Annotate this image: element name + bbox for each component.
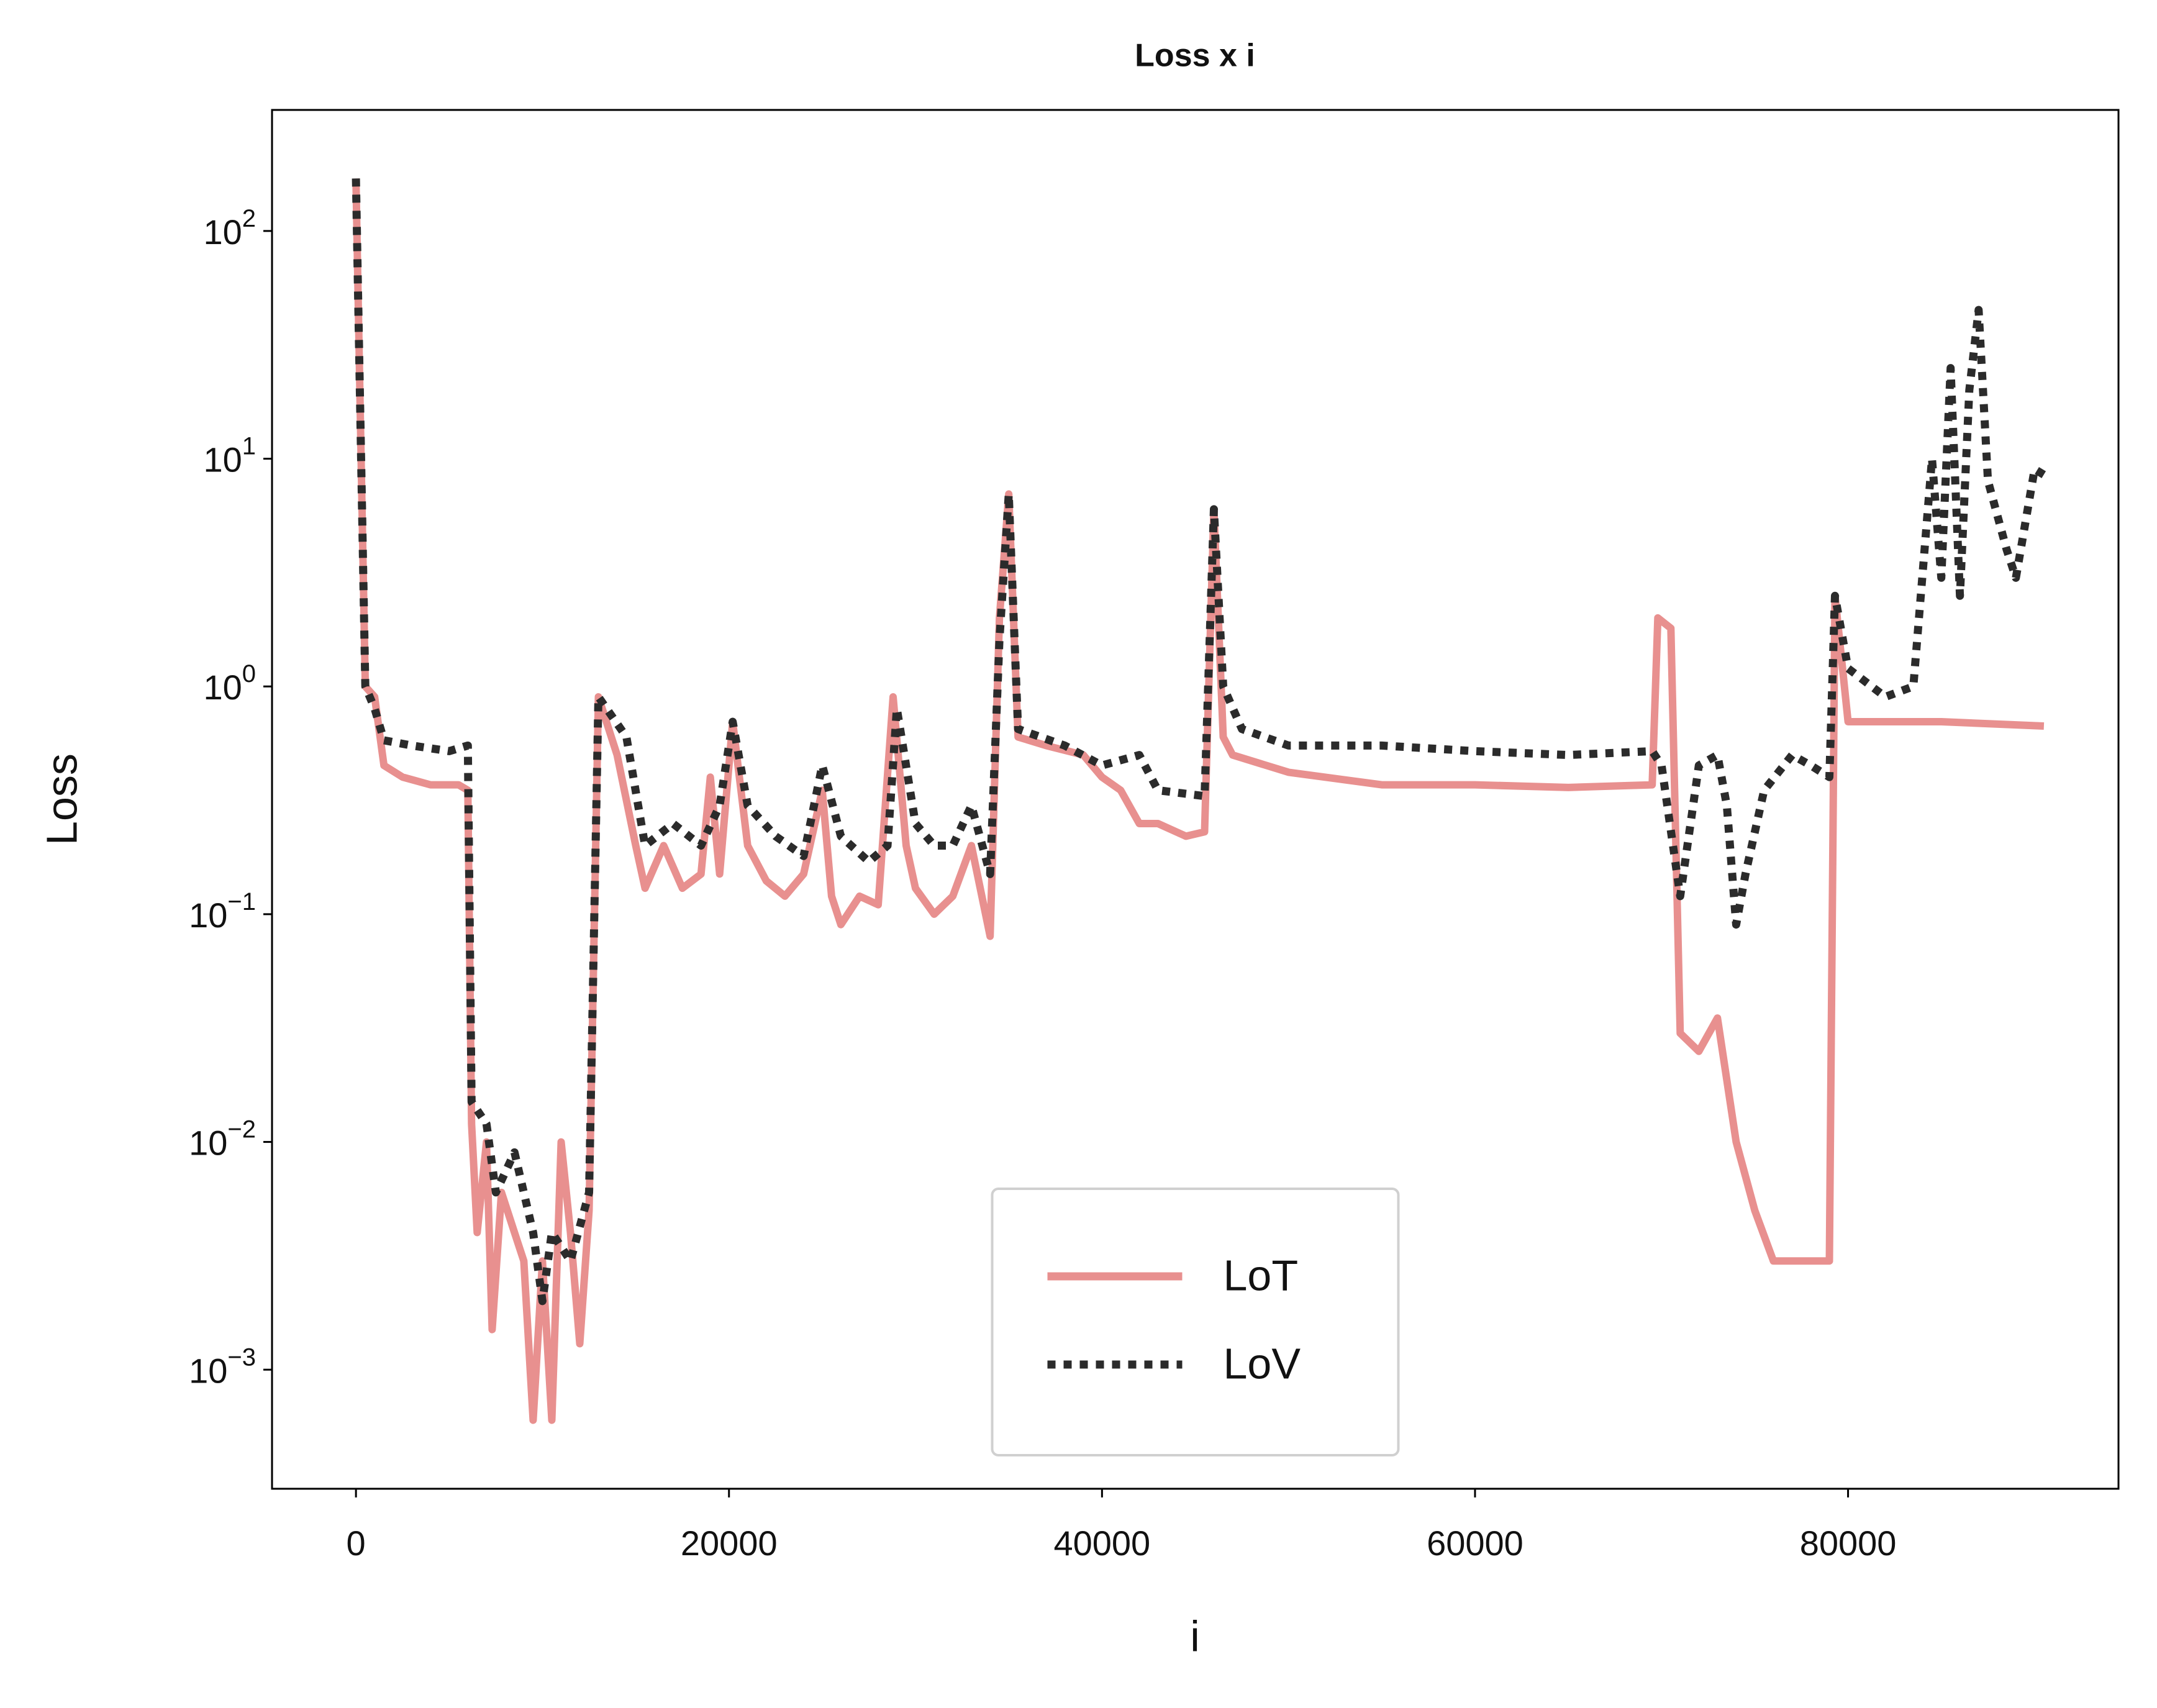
y-tick-label: 10−3 — [189, 1343, 256, 1390]
plot-area — [352, 178, 2046, 1424]
y-tick-label: 100 — [203, 660, 256, 707]
series-line — [352, 178, 2045, 1424]
plot-frame — [271, 109, 2120, 1490]
legend-label: LoT — [1224, 1251, 1299, 1299]
x-tick-label: 40000 — [1053, 1524, 1150, 1563]
chart-title: Loss x i — [1135, 38, 1255, 74]
y-tick-label: 10−2 — [189, 1115, 256, 1162]
x-tick-label: 20000 — [681, 1524, 778, 1563]
x-tick-label: 60000 — [1427, 1524, 1524, 1563]
legend-box — [991, 1188, 1400, 1456]
y-tick-label: 10−1 — [189, 888, 256, 934]
y-tick-label: 102 — [203, 204, 256, 251]
x-tick-label: 0 — [347, 1524, 366, 1563]
y-axis-label: Loss — [37, 753, 86, 845]
y-tick-label: 101 — [203, 432, 256, 479]
x-axis-label: i — [1190, 1612, 1200, 1660]
legend-label: LoV — [1224, 1339, 1301, 1388]
series-line — [352, 178, 2046, 1306]
x-tick-label: 80000 — [1800, 1524, 1897, 1563]
